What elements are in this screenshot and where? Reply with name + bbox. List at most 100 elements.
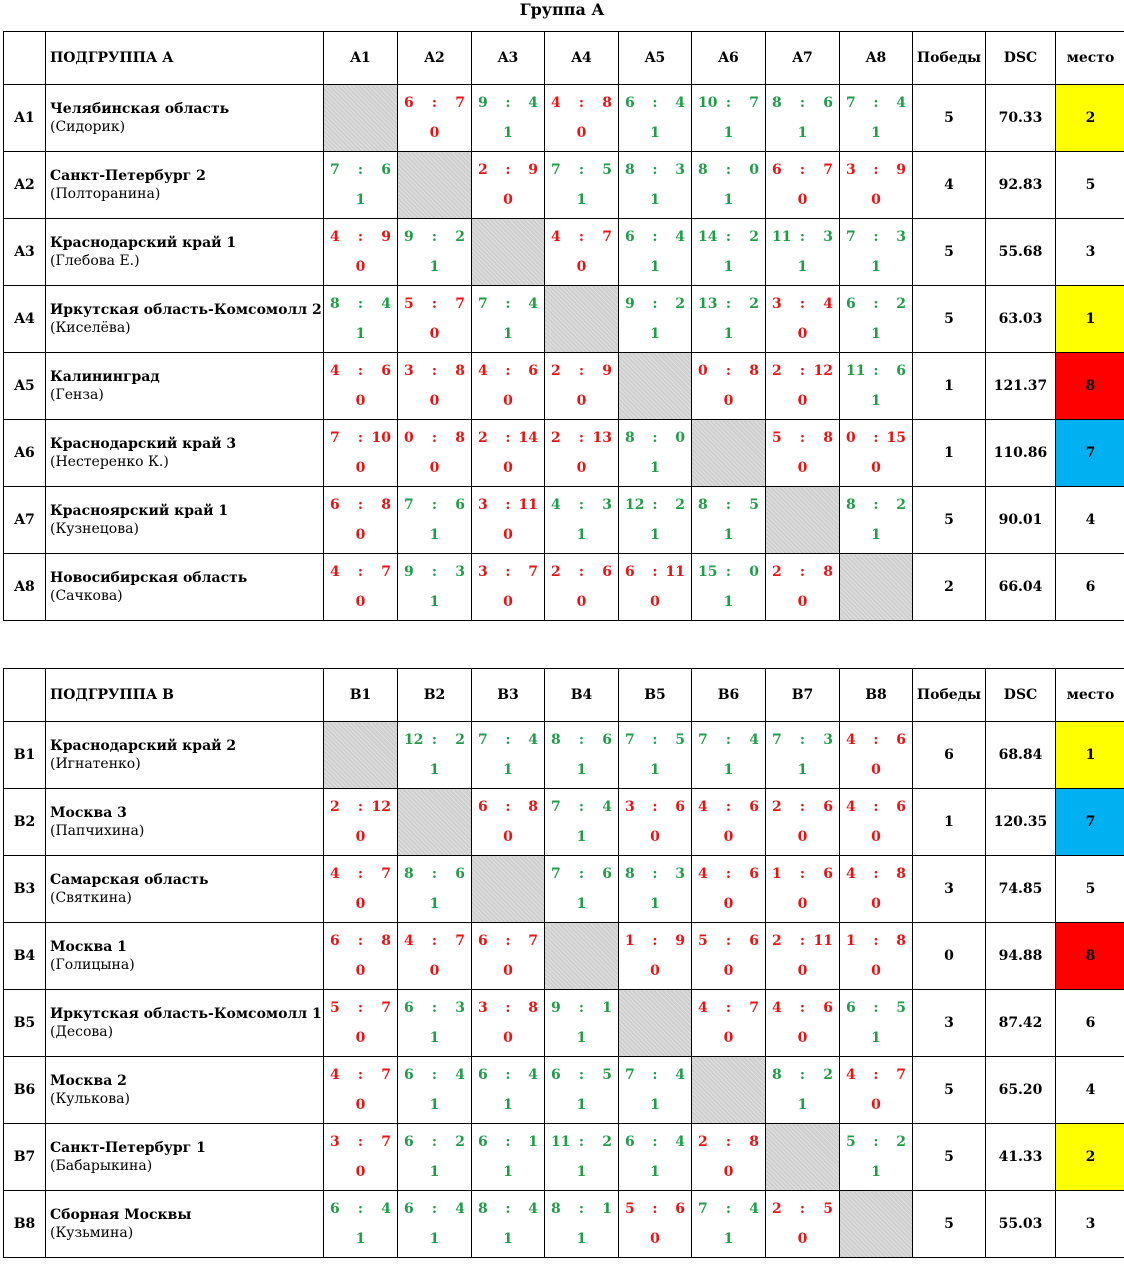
score-own: 2 [772,363,782,379]
match-score: 6: 7 [472,931,544,951]
score-own: 7 [625,1067,635,1083]
score-separator: : [505,1134,511,1150]
score-opponent: 9 [675,933,685,949]
match-result-cell: 14: 2 1 [691,218,766,286]
score-opponent: 11 [813,933,833,949]
match-points: 1 [650,1164,660,1180]
place-cell: 6 [1055,989,1124,1057]
match-result-cell: 2:11 0 [765,922,840,990]
column-header: A4 [544,31,619,85]
score-opponent: 8 [381,933,391,949]
match-score: 7: 4 [619,1065,691,1085]
score-separator: : [725,162,732,178]
score-opponent: 7 [381,866,391,882]
score-opponent: 6 [675,1201,685,1217]
match-score: 4: 6 [766,998,839,1018]
match-points: 0 [355,1164,366,1180]
match-points: 1 [723,762,734,778]
score-own: 9 [404,564,414,580]
score-opponent: 7 [749,1000,759,1016]
match-points: 1 [429,259,440,275]
column-header: B5 [618,668,692,722]
score-own: 8 [551,732,561,748]
wins-cell: 5 [912,218,986,286]
score-separator: : [578,162,585,178]
match-score: 5: 2 [840,1132,912,1152]
score-opponent: 6 [381,162,391,178]
match-points: 1 [797,259,808,275]
score-own: 3 [772,296,782,312]
match-score: 7:10 [324,428,397,448]
match-result-cell: 15: 0 1 [691,553,766,621]
score-opponent: 7 [528,564,538,580]
score-own: 9 [404,229,414,245]
score-separator: : [799,866,806,882]
match-score: 6: 8 [472,797,544,817]
score-own: 8 [625,162,635,178]
score-own: 6 [551,1067,561,1083]
score-own: 5 [698,933,708,949]
score-separator: : [799,95,806,111]
match-score: 7: 3 [840,227,912,247]
score-separator: : [505,162,511,178]
match-points: 1 [650,896,660,912]
match-score: 8: 4 [324,294,397,314]
score-own: 2 [478,162,488,178]
score-separator: : [431,497,438,513]
score-opponent: 1 [602,1000,612,1016]
coach-name: (Глебова Е.) [50,253,140,269]
wins-cell: 3 [912,855,986,923]
score-separator: : [873,95,879,111]
score-opponent: 4 [675,95,685,111]
self-match-cell [471,218,545,286]
score-separator: : [431,363,438,379]
score-opponent: 11 [518,497,538,513]
match-result-cell: 6:11 0 [618,553,692,621]
score-separator: : [505,497,511,513]
match-points: 0 [355,259,366,275]
match-points: 0 [797,192,808,208]
score-own: 4 [772,1000,782,1016]
score-opponent: 4 [675,1067,685,1083]
score-opponent: 8 [823,564,833,580]
match-points: 0 [576,594,587,610]
subgroup-a-table: ПОДГРУППА А A1 A2 A3 A4 A5 A6 A7 A8 Победы DSC мест… [3,31,1124,621]
score-opponent: 3 [455,1000,465,1016]
match-score: 4: 6 [692,797,765,817]
score-separator: : [873,363,879,379]
self-match-cell [765,1123,840,1191]
match-points: 1 [650,762,660,778]
place-cell: 6 [1055,553,1124,621]
match-score: 6: 5 [545,1065,618,1085]
score-opponent: 6 [455,497,465,513]
score-separator: : [652,866,658,882]
match-points: 0 [871,829,881,845]
score-own: 7 [846,229,856,245]
column-header: A2 [397,31,472,85]
score-opponent: 8 [602,95,612,111]
column-header: B2 [397,668,472,722]
match-score: 6: 1 [472,1132,544,1152]
wins-header: Победы [912,31,986,85]
score-own: 4 [846,866,856,882]
match-score: 8: 0 [692,160,765,180]
team-cell: Санкт-Петербург 1 (Бабарыкина) [45,1123,324,1191]
score-opponent: 1 [528,1134,538,1150]
match-points: 1 [503,1231,513,1247]
match-score: 4: 8 [545,93,618,113]
score-separator: : [652,1134,658,1150]
score-separator: : [799,363,806,379]
match-points: 1 [355,326,366,342]
